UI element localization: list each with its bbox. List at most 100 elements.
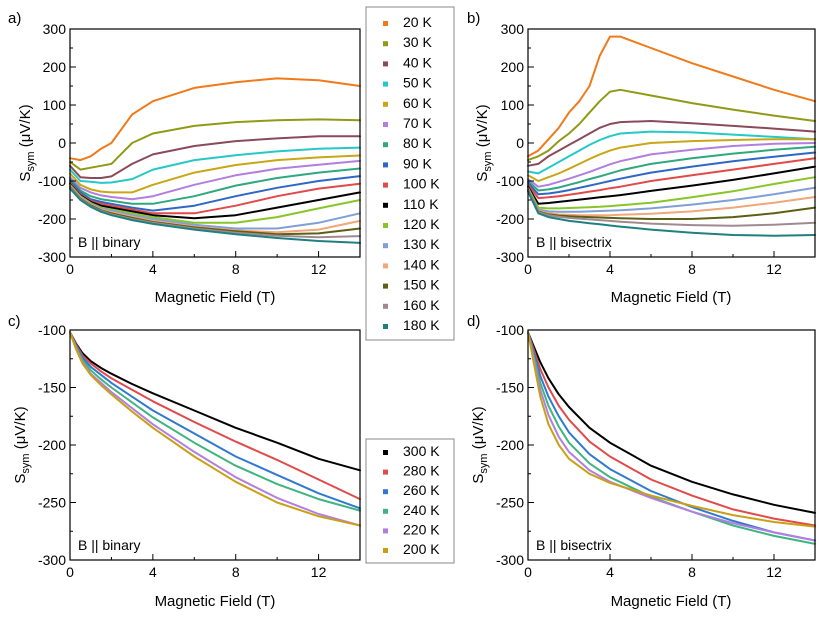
- y-tick-label: 300: [43, 21, 67, 37]
- legend-label: 70 K: [403, 115, 432, 131]
- legend-label: 20 K: [403, 14, 432, 30]
- y-axis-title: Ssym (μV/K): [17, 104, 37, 181]
- y-tick-label: -200: [496, 437, 524, 453]
- legend-label: 30 K: [403, 34, 432, 50]
- y-tick-label: 0: [58, 135, 66, 151]
- legend-swatch: [383, 508, 388, 514]
- legend-swatch: [383, 61, 388, 67]
- x-tick-label: 8: [232, 261, 240, 277]
- x-tick-label: 12: [311, 261, 327, 277]
- series-line-130k: [527, 186, 816, 213]
- y-tick-label: -250: [38, 495, 66, 511]
- legend-swatch: [383, 263, 388, 269]
- series-line-60k: [527, 138, 816, 182]
- series-line-70k: [69, 159, 361, 201]
- y-tick-label: -200: [496, 211, 524, 227]
- y-tick-label: 300: [501, 21, 525, 37]
- y-tick-label: -150: [496, 380, 524, 396]
- series-line-200k: [527, 331, 816, 528]
- y-tick-label: -200: [38, 437, 66, 453]
- panel-label: c): [8, 313, 21, 330]
- series-line-180k: [527, 190, 816, 237]
- y-tick-label: -100: [38, 322, 66, 338]
- series-line-300k: [527, 331, 816, 514]
- panel-label: d): [467, 313, 480, 330]
- y-tick-label: -200: [38, 211, 66, 227]
- series-line-140k: [527, 188, 816, 217]
- legend-label: 160 K: [403, 297, 440, 313]
- series-line-180k: [69, 187, 361, 244]
- legend-label: 240 K: [403, 502, 440, 518]
- series-line-80k: [69, 167, 361, 205]
- legend-swatch: [383, 101, 388, 107]
- series-line-280k: [69, 331, 361, 501]
- panel-a: 0 4 8 12 -300 -200 -100 0 100 200 300 a) B || binary…: [8, 10, 361, 306]
- series-line-90k: [69, 175, 361, 212]
- legend-bottom-frame: [365, 438, 455, 564]
- legend-swatch: [383, 489, 388, 495]
- legend-label: 100 K: [403, 176, 440, 192]
- y-tick-label: -300: [38, 552, 66, 568]
- series-line-220k: [527, 331, 816, 542]
- field-orientation-annotation: B || binary: [78, 234, 141, 250]
- series-line-240k: [527, 331, 816, 545]
- y-axis-title: Ssym (μV/K): [12, 406, 32, 483]
- x-tick-label: 4: [149, 564, 157, 580]
- y-tick-label: -300: [496, 249, 524, 265]
- y-tick-label: -300: [38, 249, 66, 265]
- series-line-160k: [527, 189, 816, 227]
- x-axis-title: Magnetic Field (T): [155, 289, 276, 306]
- series-line-90k: [527, 151, 816, 196]
- series-line-260k: [527, 331, 816, 542]
- legend-label: 180 K: [403, 317, 440, 333]
- legend-swatch: [383, 81, 388, 87]
- series-line-30k: [527, 88, 816, 162]
- x-tick-label: 8: [688, 564, 696, 580]
- x-axis-title: Magnetic Field (T): [611, 593, 732, 610]
- x-axis-title: Magnetic Field (T): [611, 289, 732, 306]
- field-orientation-annotation: B || binary: [78, 537, 141, 553]
- series-line-110k: [527, 165, 816, 205]
- legend-swatch: [383, 122, 388, 127]
- series-line-70k: [527, 142, 816, 188]
- series-line-80k: [527, 145, 816, 192]
- legend-label: 40 K: [403, 54, 432, 70]
- legend-label: 110 K: [403, 196, 439, 212]
- y-tick-label: -100: [496, 173, 524, 189]
- legend-label: 90 K: [403, 155, 432, 171]
- series-line-120k: [527, 176, 816, 210]
- x-axis-title: Magnetic Field (T): [155, 593, 276, 610]
- x-tick-label: 12: [311, 564, 327, 580]
- series-line-30k: [69, 118, 361, 171]
- x-tick-label: 4: [606, 564, 614, 580]
- series-line-200k: [69, 331, 361, 527]
- legend-label: 300 K: [403, 443, 440, 459]
- y-tick-label: 100: [501, 97, 525, 113]
- legend-label: 140 K: [403, 256, 440, 272]
- legend-label: 220 K: [403, 521, 440, 537]
- y-tick-label: 200: [501, 59, 525, 75]
- y-tick-label: 0: [516, 135, 524, 151]
- x-tick-label: 4: [606, 261, 614, 277]
- series-line-40k: [69, 135, 361, 179]
- legend-top: 20 K 30 K 40 K 50 K 60 K 70 K 80 K 90 K 100 K 110…: [365, 6, 455, 341]
- legend-swatch: [383, 142, 388, 148]
- legend-swatch: [383, 223, 388, 228]
- legend-label: 120 K: [403, 216, 440, 232]
- y-tick-label: -300: [496, 552, 524, 568]
- legend-swatch: [383, 469, 388, 475]
- legend-label: 260 K: [403, 482, 440, 498]
- y-axis-title: Ssym (μV/K): [470, 406, 490, 483]
- x-tick-label: 0: [524, 261, 532, 277]
- legend-label: 280 K: [403, 463, 440, 479]
- legend-label: 80 K: [403, 135, 432, 151]
- y-tick-label: -100: [496, 322, 524, 338]
- series-line-20k: [69, 77, 361, 162]
- legend-swatch: [383, 202, 388, 208]
- panel-label: b): [467, 10, 480, 27]
- series-line-100k: [527, 157, 816, 200]
- panel-b: 0 4 8 12 -300 -200 -100 0 100 200 300 b) B || bisect…: [467, 10, 816, 306]
- series-line-260k: [69, 331, 361, 510]
- legend-label: 150 K: [403, 277, 440, 293]
